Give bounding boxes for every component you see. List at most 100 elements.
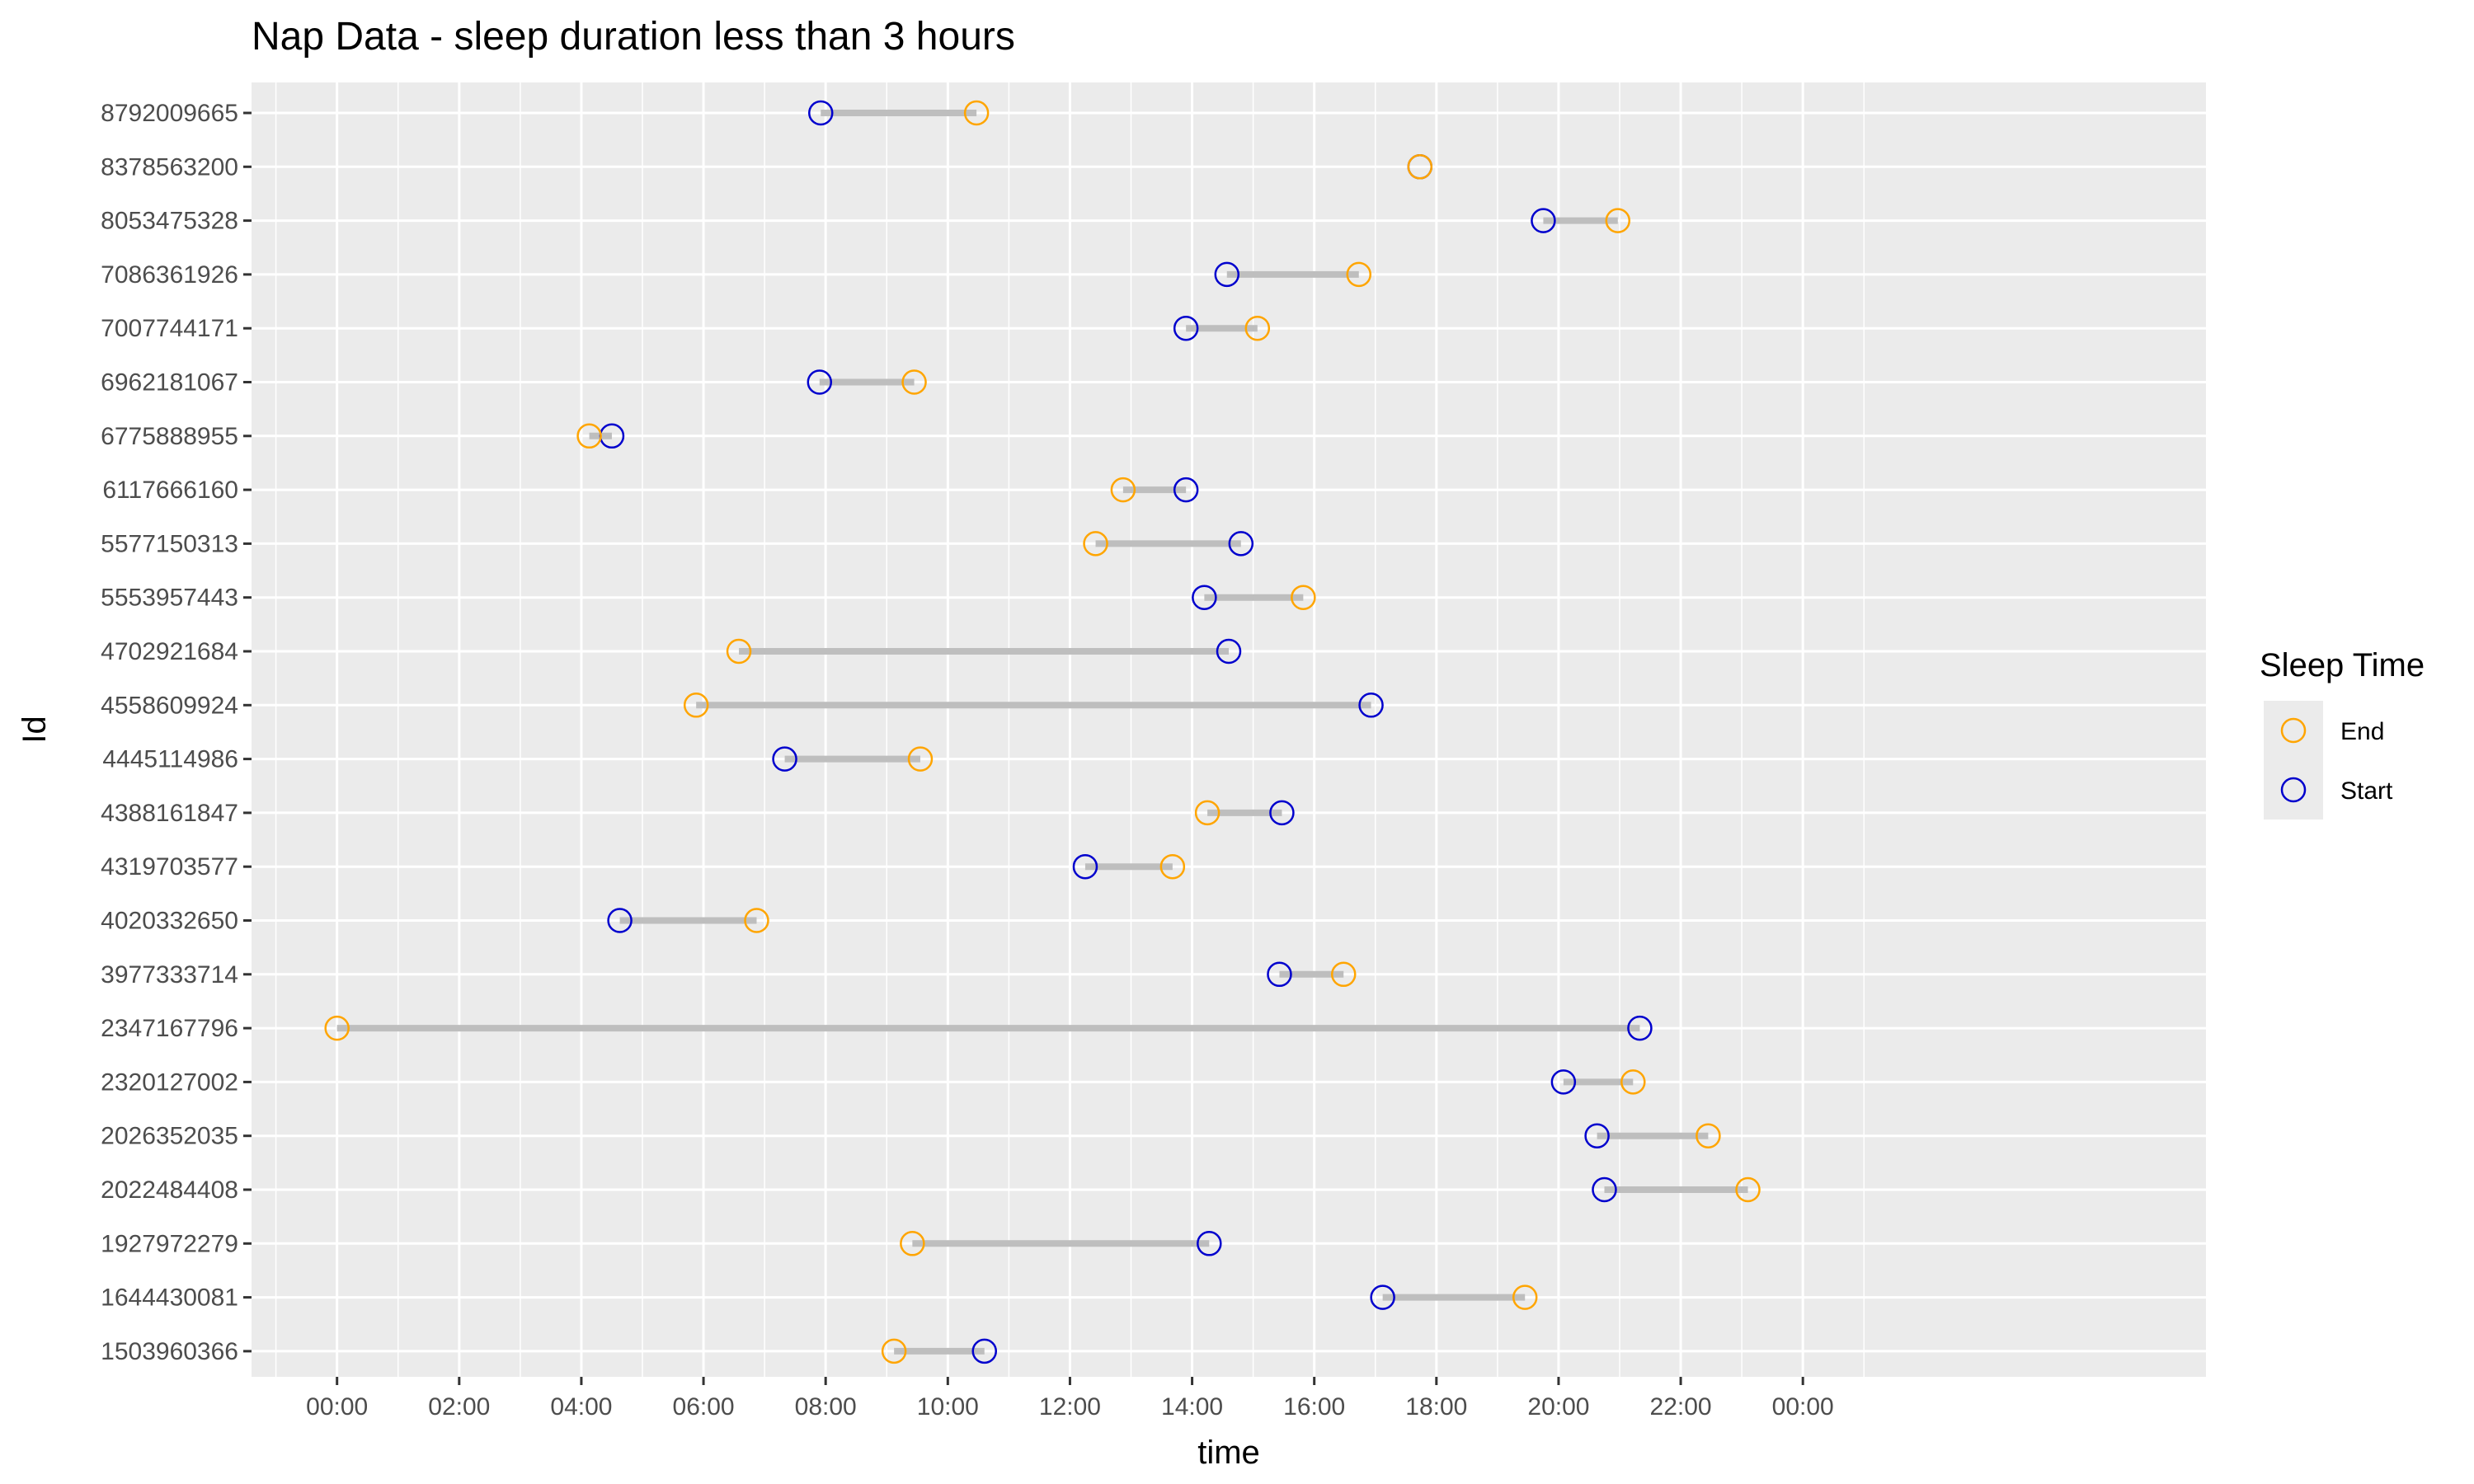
legend: Sleep Time End Start <box>2260 647 2425 819</box>
x-tick-label: 12:00 <box>1039 1393 1101 1421</box>
start-point <box>807 369 833 395</box>
start-point <box>1214 261 1240 288</box>
start-point <box>1192 585 1217 610</box>
y-tick-label: 2026352035 <box>101 1123 238 1150</box>
x-tick-label: 06:00 <box>673 1393 735 1421</box>
y-tick-label: 1927972279 <box>101 1230 238 1257</box>
x-tick-label: 02:00 <box>428 1393 490 1421</box>
y-tick-label: 4319703577 <box>101 853 238 881</box>
end-point <box>1194 800 1221 826</box>
y-tick-label: 6117666160 <box>102 477 238 504</box>
start-point <box>1267 961 1292 988</box>
x-tick-label: 08:00 <box>795 1393 857 1421</box>
start-point <box>1358 693 1384 718</box>
y-tick-label: 2022484408 <box>101 1176 238 1204</box>
y-tick-label: 6962181067 <box>101 369 238 397</box>
y-tick-label: 7086361926 <box>101 261 238 289</box>
end-point <box>576 423 602 449</box>
start-point <box>971 1338 997 1364</box>
start-point <box>1197 1231 1222 1256</box>
start-point <box>772 746 797 772</box>
start-point <box>1550 1069 1577 1095</box>
end-point <box>900 1231 925 1256</box>
legend-item-label: End <box>2340 718 2384 745</box>
end-point <box>1110 477 1136 503</box>
sleep-points <box>324 100 1761 1364</box>
major-gridlines <box>252 82 2206 1377</box>
legend-key-symbol <box>2280 717 2307 744</box>
end-point <box>1330 961 1357 988</box>
end-point <box>1159 853 1186 880</box>
y-tick-label: 5577150313 <box>101 530 238 557</box>
legend-items: End Start <box>2264 701 2393 819</box>
x-axis: 00:00 02:00 04:00 06:00 08:00 10:00 12:00 14:00… <box>306 1377 1834 1421</box>
y-axis: 8792009665 8378563200 8053475328 7086361926… <box>101 100 252 1365</box>
end-point <box>683 693 709 718</box>
start-point <box>1627 1015 1653 1041</box>
end-point <box>1735 1176 1761 1203</box>
end-point <box>881 1338 907 1364</box>
end-point <box>744 908 769 933</box>
end-point <box>1696 1123 1721 1148</box>
legend-key-symbol <box>2280 777 2307 803</box>
x-tick-label: 10:00 <box>917 1393 979 1421</box>
end-point <box>1346 261 1372 288</box>
y-tick-label: 4388161847 <box>101 800 238 827</box>
end-point <box>907 746 934 772</box>
y-tick-label: 2320127002 <box>101 1068 238 1096</box>
start-point <box>1216 638 1242 665</box>
legend-key-bg <box>2264 701 2323 760</box>
start-point <box>808 100 834 126</box>
y-tick-label: 5553957443 <box>101 585 238 612</box>
y-tick-label: 8053475328 <box>101 208 238 235</box>
x-axis-title: time <box>1197 1435 1260 1471</box>
x-tick-label: 22:00 <box>1650 1393 1712 1421</box>
start-point <box>1269 800 1295 826</box>
duration-segments <box>336 110 1748 1355</box>
y-tick-label: 8378563200 <box>101 153 238 181</box>
x-tick-label: 14:00 <box>1161 1393 1223 1421</box>
legend-title: Sleep Time <box>2260 647 2425 683</box>
start-point <box>607 908 633 933</box>
start-point <box>1370 1284 1395 1310</box>
start-point <box>1072 853 1098 880</box>
y-tick-label: 4558609924 <box>101 692 238 719</box>
end-point <box>1620 1069 1646 1095</box>
x-tick-label: 00:00 <box>1772 1393 1834 1421</box>
end-point <box>1605 208 1631 233</box>
y-axis-title: Id <box>16 716 53 743</box>
x-tick-label: 04:00 <box>550 1393 612 1421</box>
y-tick-label: 7007744171 <box>101 315 238 342</box>
start-point <box>1173 477 1199 503</box>
y-tick-label: 8792009665 <box>101 100 238 127</box>
y-tick-label: 3977333714 <box>101 961 238 989</box>
start-point <box>1584 1123 1610 1148</box>
y-tick-label: 2347167796 <box>101 1015 238 1042</box>
end-point <box>1244 315 1271 341</box>
minor-gridlines <box>275 82 1865 1377</box>
end-point <box>963 100 990 126</box>
y-tick-label: 4020332650 <box>101 908 238 935</box>
start-point <box>1592 1176 1617 1203</box>
y-tick-label: 6775888955 <box>101 423 238 450</box>
end-point <box>1291 585 1316 610</box>
end-point <box>1407 154 1433 180</box>
x-tick-label: 16:00 <box>1283 1393 1345 1421</box>
start-point <box>1531 208 1556 233</box>
x-tick-label: 18:00 <box>1405 1393 1467 1421</box>
legend-key-bg <box>2264 760 2323 819</box>
y-tick-label: 4445114986 <box>102 746 238 773</box>
end-point <box>1083 531 1108 556</box>
x-tick-label: 00:00 <box>306 1393 368 1421</box>
end-point <box>1512 1284 1538 1310</box>
y-tick-label: 1644430081 <box>101 1284 238 1312</box>
end-point <box>324 1015 350 1041</box>
x-tick-label: 20:00 <box>1527 1393 1589 1421</box>
end-point <box>726 638 752 665</box>
y-tick-label: 4702921684 <box>101 638 238 665</box>
legend-item-label: Start <box>2340 777 2393 805</box>
start-point <box>1228 531 1254 556</box>
y-tick-label: 1503960366 <box>101 1338 238 1365</box>
end-point <box>901 369 927 395</box>
